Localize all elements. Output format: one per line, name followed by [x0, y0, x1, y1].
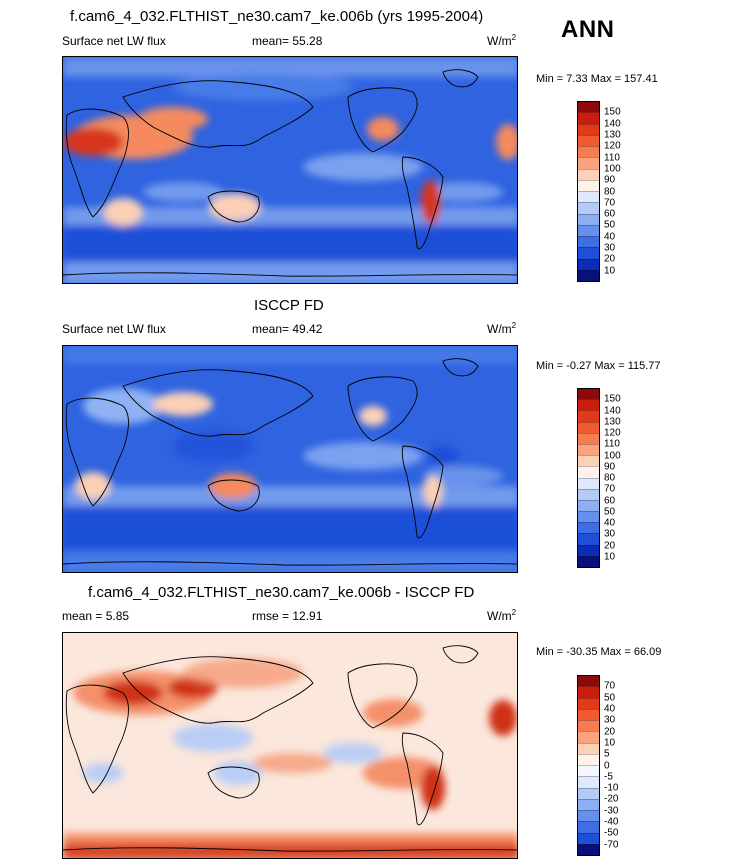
cbar-label: 30 [604, 242, 616, 254]
panel3-rmse: rmse = 12.91 [252, 609, 323, 623]
panel3-coastlines [63, 645, 517, 852]
cbar-label: 120 [604, 427, 621, 439]
cbar-label: -30 [604, 805, 619, 817]
cbar-label: 130 [604, 416, 621, 428]
cbar-label: -40 [604, 816, 619, 828]
panel2-colorbar [577, 388, 600, 568]
cbar-label: 10 [604, 551, 616, 563]
panel1-coastlines [63, 69, 517, 277]
cbar-label: -50 [604, 827, 619, 839]
panel1-minmax: Min = 7.33 Max = 157.41 [536, 73, 658, 85]
cbar-label: 70 [604, 680, 616, 692]
cbar-label: 110 [604, 438, 620, 450]
cbar-label: 110 [604, 152, 620, 164]
cbar-label: 100 [604, 163, 621, 175]
cbar-label: 90 [604, 461, 616, 473]
cbar-label: 5 [604, 748, 610, 760]
cbar-label: 150 [604, 393, 621, 405]
cbar-label: 60 [604, 495, 616, 506]
panel2-field-label: Surface net LW flux [62, 322, 166, 336]
cbar-label: 150 [604, 106, 621, 118]
panel3-map-field [63, 633, 517, 858]
cbar-label: 120 [604, 140, 621, 152]
cbar-label: 70 [604, 483, 616, 495]
cbar-label: 50 [604, 219, 616, 231]
panel3-colorbar-labels: 70 50 40 30 20 10 5 0 -5 -10 -20 -30 -40… [604, 675, 634, 856]
panel1-map-field [63, 57, 517, 283]
cbar-label: 30 [604, 528, 616, 540]
panel1-field-label: Surface net LW flux [62, 34, 166, 48]
cbar-label: -20 [604, 793, 619, 805]
panel2-units: W/m2 [487, 321, 517, 336]
cbar-label: 70 [604, 197, 616, 209]
cbar-label: 130 [604, 129, 621, 141]
panel3-minmax: Min = -30.35 Max = 66.09 [536, 646, 662, 658]
panel3-colorbar [577, 675, 600, 856]
cbar-label: 40 [604, 231, 616, 243]
panel2-colorbar-labels: 150 140 130 120 110 100 90 80 70 60 50 4… [604, 388, 634, 568]
cbar-label: 50 [604, 506, 616, 518]
cbar-label: 40 [604, 517, 616, 529]
panel1-colorbar [577, 101, 600, 282]
cbar-label: 80 [604, 186, 616, 197]
panel1-title: f.cam6_4_032.FLTHIST_ne30.cam7_ke.006b (… [70, 8, 484, 25]
panel1-colorbar-labels: 150 140 130 120 110 100 90 80 70 60 50 4… [604, 101, 634, 282]
panel1-mean: mean= 55.28 [252, 34, 323, 48]
cbar-label: 30 [604, 714, 616, 726]
cbar-label: -5 [604, 771, 613, 783]
panel2-minmax: Min = -0.27 Max = 115.77 [536, 360, 661, 372]
cbar-label: 90 [604, 174, 616, 186]
season-label: ANN [561, 16, 615, 43]
cbar-label: 80 [604, 472, 616, 484]
cbar-label: 20 [604, 540, 616, 551]
cbar-label: 10 [604, 737, 616, 749]
panel1-map [62, 56, 518, 284]
panel1-units: W/m2 [487, 33, 517, 48]
panel3-units: W/m2 [487, 608, 517, 623]
cbar-label: 140 [604, 405, 621, 416]
panel2-title: ISCCP FD [254, 297, 324, 314]
panel2-mean: mean= 49.42 [252, 322, 323, 336]
cbar-label: 20 [604, 726, 616, 738]
panel2-map-field [63, 346, 517, 572]
cbar-label: 40 [604, 703, 616, 715]
panel2-map [62, 345, 518, 573]
panel3-mean: mean = 5.85 [62, 609, 130, 623]
panel3-title: f.cam6_4_032.FLTHIST_ne30.cam7_ke.006b -… [88, 584, 475, 601]
cbar-label: -10 [604, 782, 619, 794]
panel2-coastlines [63, 358, 517, 566]
cbar-label: 140 [604, 118, 621, 130]
cbar-label: 60 [604, 208, 616, 220]
cbar-label: 50 [604, 692, 616, 704]
cbar-label: 10 [604, 265, 616, 277]
cbar-label: 100 [604, 450, 621, 461]
panel3-map [62, 632, 518, 859]
cbar-label: 20 [604, 253, 616, 265]
cbar-label: -70 [604, 839, 619, 851]
cbar-label: 0 [604, 760, 610, 771]
